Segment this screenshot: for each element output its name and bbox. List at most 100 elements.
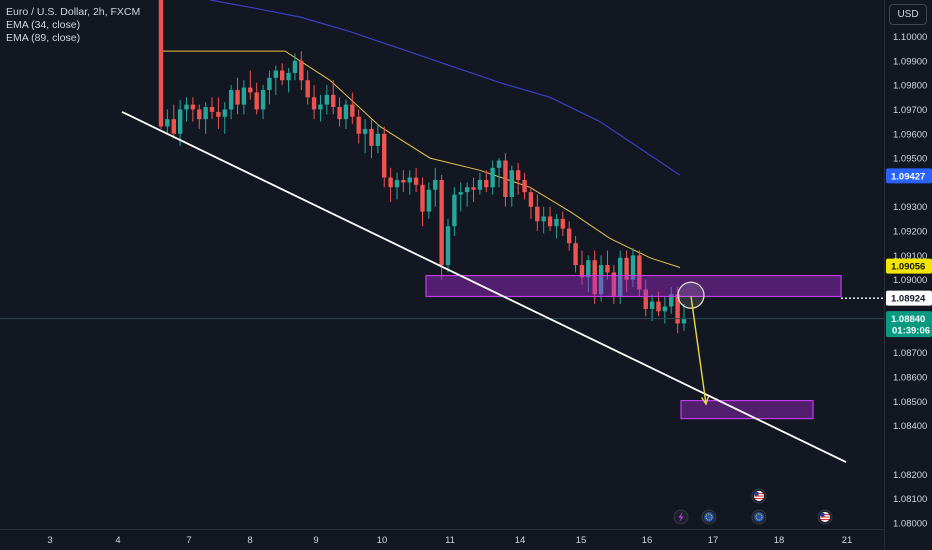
candle <box>611 265 617 305</box>
candle <box>535 194 540 232</box>
candle-body <box>458 192 463 195</box>
eu-stars <box>705 513 713 521</box>
candle <box>624 250 629 292</box>
price-tick-label: 1.08700 <box>893 348 927 359</box>
candle <box>362 119 368 154</box>
us-event-icon[interactable] <box>817 509 833 525</box>
candle <box>273 65 279 95</box>
price-tick-label: 1.08100 <box>893 494 927 505</box>
highlight-circle[interactable] <box>677 281 705 309</box>
candle <box>452 187 457 236</box>
price-badge: 1.08924 <box>886 290 932 306</box>
candle-body <box>337 107 342 120</box>
candle-body <box>528 192 534 207</box>
time-axis[interactable]: 3 4 7 8 9 10 11 14 15 16 17 18 21 <box>47 535 852 546</box>
candle <box>292 53 298 81</box>
eu-event-icon[interactable] <box>751 509 767 525</box>
price-tick-label: 1.09500 <box>893 154 927 165</box>
candle <box>324 85 330 115</box>
candle-body <box>490 167 495 188</box>
candle-body <box>579 265 585 278</box>
legend-ema34[interactable]: EMA (34, close) <box>6 19 81 31</box>
candle-body <box>388 177 393 188</box>
candle-body <box>643 289 648 309</box>
projection-arrow[interactable] <box>690 296 707 405</box>
candle-body <box>394 179 400 188</box>
candle <box>618 250 623 305</box>
candle <box>662 296 668 324</box>
candle <box>318 94 323 122</box>
candle <box>637 250 642 297</box>
candle <box>445 218 451 273</box>
legend-symbol[interactable]: Euro / U.S. Dollar, 2h, FXCM <box>6 6 141 18</box>
us-canton <box>820 513 825 517</box>
candle <box>197 104 202 129</box>
drawings[interactable] <box>0 111 884 463</box>
time-tick-label: 17 <box>708 535 719 546</box>
price-badge-bg <box>886 258 932 274</box>
candle-body <box>426 189 432 212</box>
us-event-icon[interactable] <box>751 488 767 504</box>
candle-body <box>362 128 368 134</box>
candle <box>388 167 393 202</box>
candle <box>598 255 604 302</box>
candle-body <box>254 92 259 110</box>
candle <box>541 206 546 234</box>
lightning-event-icon[interactable] <box>673 509 689 525</box>
candle-body <box>292 60 298 73</box>
price-badge-bg <box>886 290 932 306</box>
candle <box>401 170 406 193</box>
candle <box>560 211 566 236</box>
price-badge: 1.09056 <box>886 258 932 274</box>
candle <box>669 286 674 314</box>
supply-demand-zone[interactable] <box>425 274 842 298</box>
candle-body <box>248 87 253 93</box>
candle-body <box>566 228 572 244</box>
time-tick-label: 10 <box>377 535 388 546</box>
candle-body <box>305 80 310 98</box>
eu-flag-icon <box>754 512 764 522</box>
candle <box>420 177 425 227</box>
zones[interactable] <box>425 274 842 420</box>
candle-body <box>273 70 279 78</box>
candle <box>279 63 285 86</box>
candle <box>241 80 247 115</box>
candle-body <box>343 104 349 120</box>
candle <box>203 102 208 134</box>
ema34-line <box>160 50 681 268</box>
price-axis[interactable]: 1.10000 1.09900 1.09800 1.09700 1.09600 1.095… <box>893 32 927 529</box>
trendline[interactable] <box>121 111 847 463</box>
candle-body <box>630 255 636 280</box>
currency-button[interactable]: USD <box>889 4 927 25</box>
candle-body <box>624 257 629 280</box>
candle <box>484 170 489 193</box>
us-canton <box>754 492 759 496</box>
price-tick-label: 1.08400 <box>893 421 927 432</box>
event-badges[interactable] <box>673 488 833 525</box>
candle-body <box>228 89 234 110</box>
candle <box>165 109 170 134</box>
candle-body <box>177 109 183 134</box>
legend-ema89[interactable]: EMA (89, close) <box>6 32 81 44</box>
price-badge-label: 1.09427 <box>891 171 925 182</box>
candle-body <box>503 160 508 198</box>
candle-body <box>407 177 412 183</box>
candle-body <box>675 294 680 324</box>
supply-demand-zone[interactable] <box>680 399 814 420</box>
candle-body <box>190 104 196 110</box>
candle-body <box>464 187 470 193</box>
price-badge-label: 1.09056 <box>891 262 925 273</box>
candle-body <box>573 243 578 266</box>
eu-event-icon[interactable] <box>701 509 717 525</box>
candle <box>228 85 234 120</box>
candle-body <box>209 107 215 112</box>
candle-body <box>637 255 642 290</box>
candle <box>413 167 419 193</box>
candle-body <box>267 77 272 90</box>
candle <box>471 177 476 202</box>
candle-body <box>216 111 221 117</box>
chart-legend: Euro / U.S. Dollar, 2h, FXCM EMA (34, cl… <box>6 6 140 45</box>
candle <box>464 182 470 207</box>
arrow-head <box>700 396 710 406</box>
